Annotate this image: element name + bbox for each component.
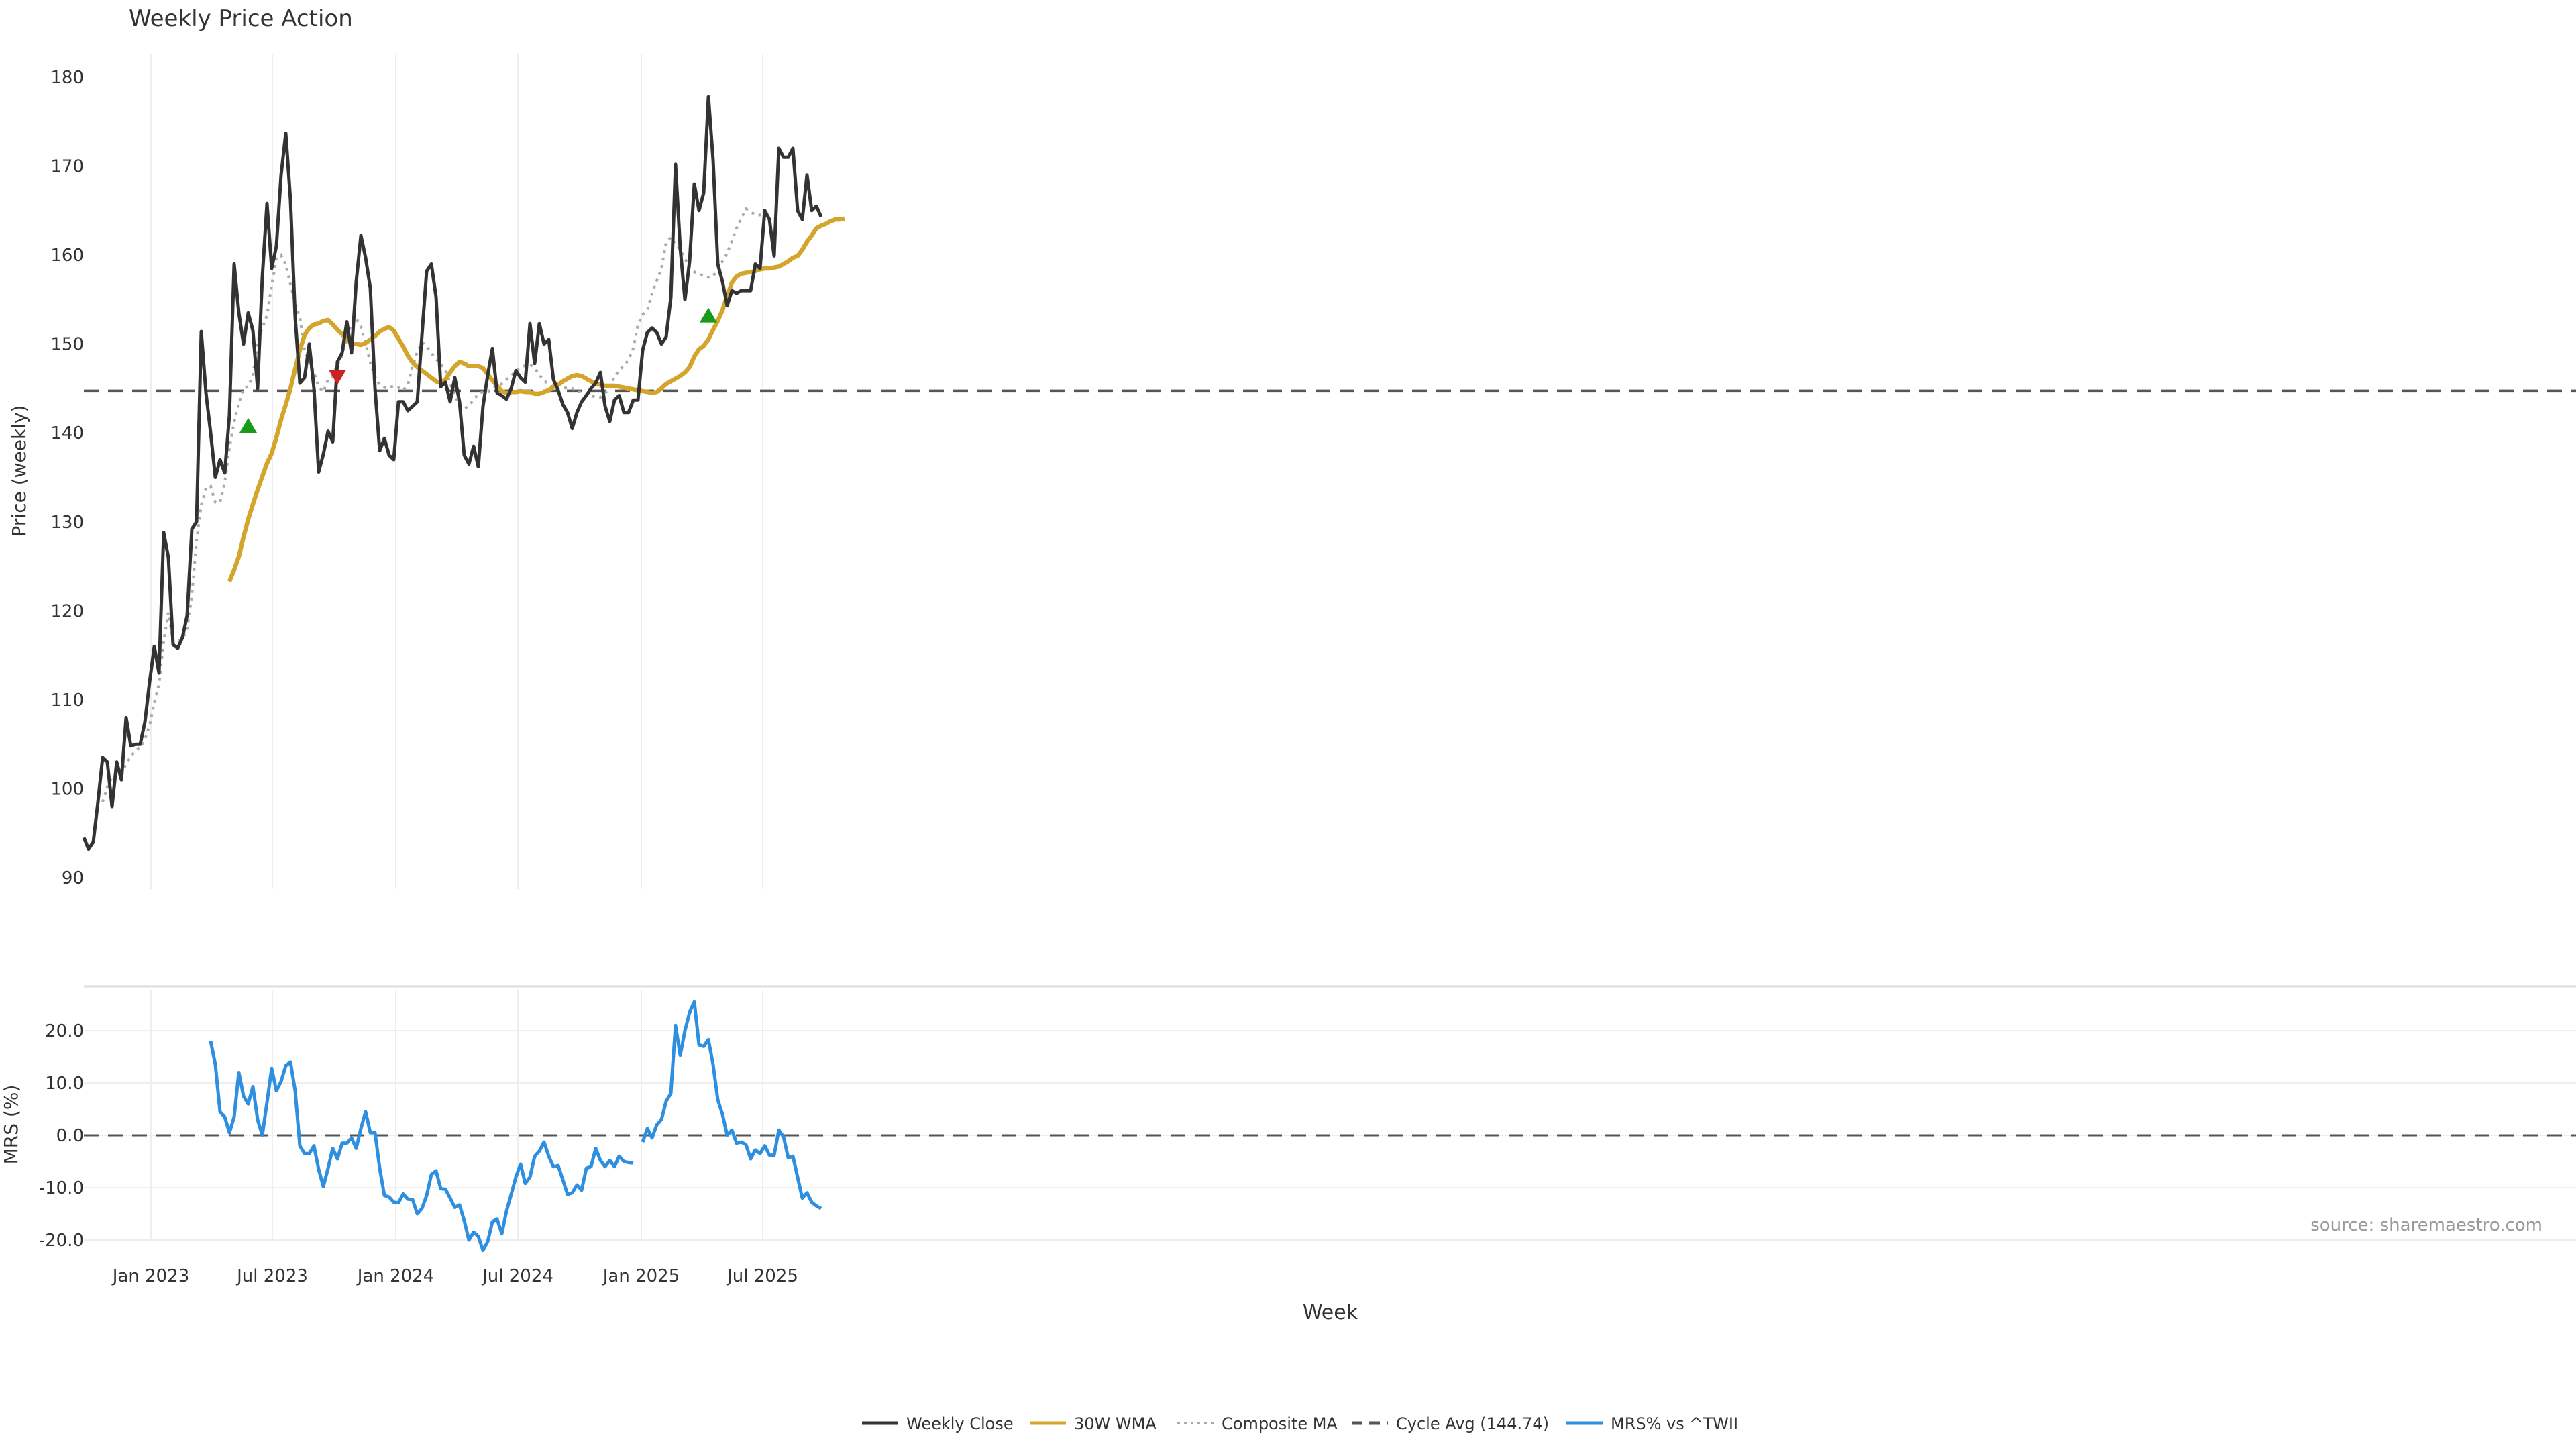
chart-title: Weekly Price Action [129, 5, 353, 32]
mrs-y-tick-label: 10.0 [45, 1074, 84, 1094]
mrs-y-ticks: -20.0 -10.0 0.0 10.0 20.0 [39, 1021, 84, 1251]
legend-label: 30W WMA [1074, 1414, 1157, 1433]
legend-item: Weekly Close [862, 1414, 1014, 1433]
mrs-y-axis-label: MRS (%) [0, 1085, 22, 1165]
legend-label: Weekly Close [906, 1414, 1014, 1433]
price-y-tick-label: 170 [50, 157, 84, 177]
mrs-line-segment [641, 1000, 822, 1210]
mrs-line-segment [209, 1041, 634, 1253]
buy-signal-marker [700, 307, 717, 323]
legend-item: Cycle Avg (144.74) [1352, 1414, 1549, 1433]
x-axis-ticks: Jan 2023 Jul 2023 Jan 2024 Jul 2024 Jan 2025… [111, 1266, 798, 1286]
price-y-tick-label: 110 [50, 690, 84, 711]
wma-30w-line [227, 216, 845, 582]
legend-label: Cycle Avg (144.74) [1396, 1414, 1549, 1433]
mrs-y-tick-label: 0.0 [56, 1126, 84, 1146]
x-tick-label: Jul 2024 [481, 1266, 553, 1286]
x-tick-label: Jul 2023 [235, 1266, 308, 1286]
price-y-ticks: 90 100 110 120 130 140 150 160 170 180 [50, 68, 84, 888]
mrs-panel: -20.0 -10.0 0.0 10.0 20.0 MRS (%) source: sh… [0, 990, 2576, 1253]
mrs-line [209, 1000, 822, 1253]
price-y-tick-label: 120 [50, 601, 84, 621]
price-y-tick-label: 90 [62, 868, 84, 888]
weekly-close-line [82, 95, 823, 851]
price-y-tick-label: 150 [50, 335, 84, 355]
x-axis-label: Week [1303, 1301, 1358, 1325]
composite-ma-line [101, 207, 765, 802]
legend-label: MRS% vs ^TWII [1611, 1414, 1738, 1433]
mrs-y-tick-label: -20.0 [39, 1231, 84, 1251]
price-y-tick-label: 180 [50, 68, 84, 88]
signal-markers [239, 307, 717, 433]
legend-item: MRS% vs ^TWII [1566, 1414, 1738, 1433]
buy-signal-marker [239, 417, 257, 433]
legend-item: 30W WMA [1030, 1414, 1157, 1433]
price-y-tick-label: 130 [50, 513, 84, 533]
x-tick-label: Jan 2025 [602, 1266, 680, 1286]
sell-signal-marker [329, 370, 346, 385]
price-y-tick-label: 140 [50, 423, 84, 444]
price-y-tick-label: 100 [50, 779, 84, 799]
legend: Weekly Close 30W WMA Composite MA Cycle Avg… [862, 1414, 1738, 1433]
mrs-gridlines [84, 990, 2576, 1241]
x-tick-label: Jan 2023 [111, 1266, 190, 1286]
mrs-y-tick-label: -10.0 [39, 1178, 84, 1198]
source-note: source: sharemaestro.com [2310, 1215, 2542, 1235]
price-panel: 90 100 110 120 130 140 150 160 170 180 Price (wee… [8, 54, 2576, 889]
x-tick-label: Jan 2024 [356, 1266, 435, 1286]
price-gridlines [150, 54, 763, 889]
mrs-y-tick-label: 20.0 [45, 1021, 84, 1041]
price-y-axis-label: Price (weekly) [8, 405, 30, 537]
price-y-tick-label: 160 [50, 246, 84, 266]
legend-label: Composite MA [1222, 1414, 1338, 1433]
x-tick-label: Jul 2025 [726, 1266, 798, 1286]
legend-item: Composite MA [1177, 1414, 1338, 1433]
